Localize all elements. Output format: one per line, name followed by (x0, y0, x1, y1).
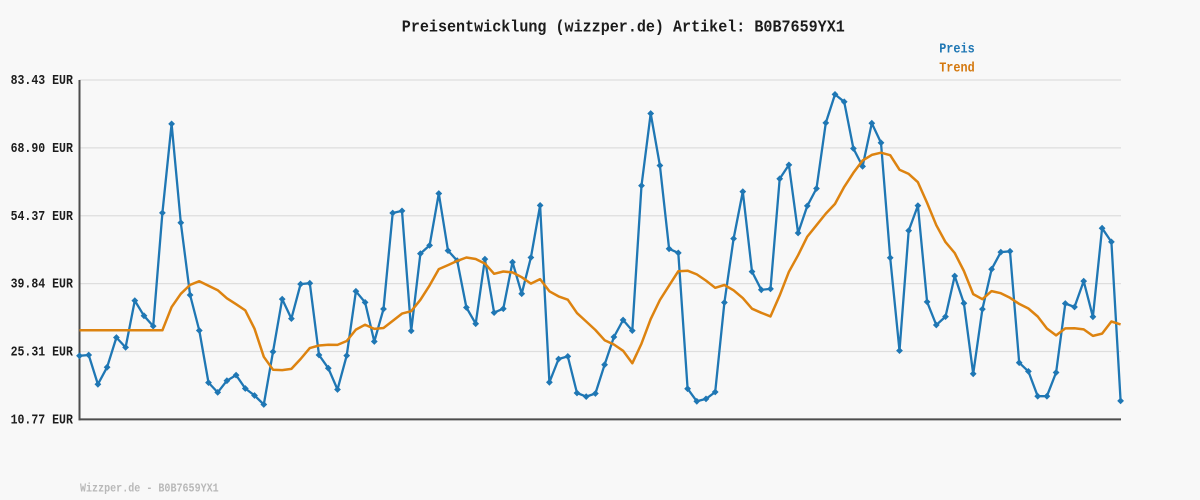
svg-text:Preis: Preis (939, 42, 975, 58)
svg-text:Preisentwicklung (wizzper.de): Preisentwicklung (wizzper.de) Artikel: B… (402, 18, 845, 37)
svg-text:54.37 EUR: 54.37 EUR (11, 209, 74, 225)
svg-text:10.77 EUR: 10.77 EUR (11, 412, 74, 428)
svg-text:68.90 EUR: 68.90 EUR (11, 141, 74, 157)
svg-text:Trend: Trend (939, 61, 975, 77)
svg-text:83.43 EUR: 83.43 EUR (11, 73, 74, 89)
svg-text:Wizzper.de - B0B7659YX1: Wizzper.de - B0B7659YX1 (80, 481, 219, 495)
svg-text:39.84 EUR: 39.84 EUR (11, 277, 74, 293)
svg-text:25.31 EUR: 25.31 EUR (11, 345, 74, 361)
